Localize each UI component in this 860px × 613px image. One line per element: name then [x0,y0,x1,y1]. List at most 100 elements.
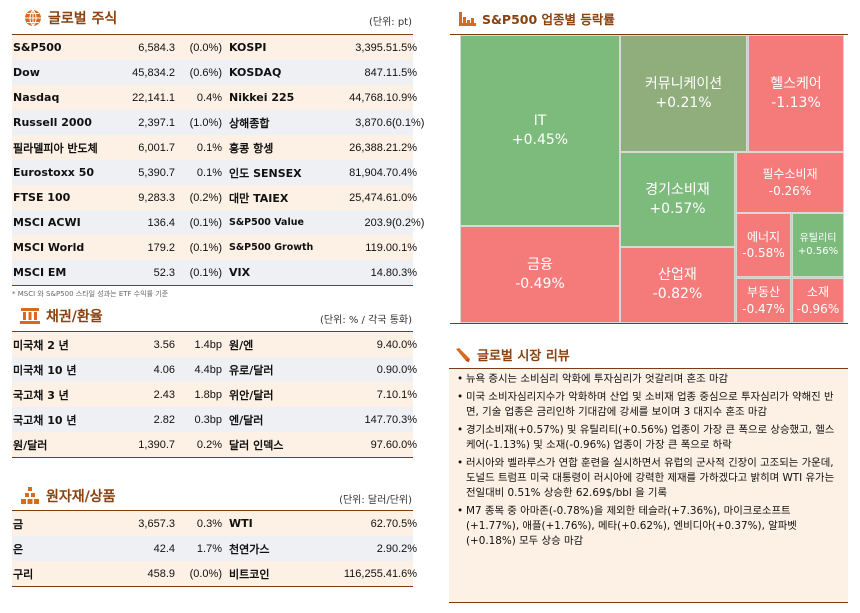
divider [450,323,848,324]
commodities-name-cell: 구리 [13,567,34,581]
commodities-value-cell: 3,657.3 [138,517,175,530]
commodities-header: 원자재/상품 [20,486,116,506]
equity-name-cell: 홍콩 항셍 [229,141,274,155]
equity-name-cell: Dow [13,66,40,79]
review-bullet: • 미국 소비자심리지수가 악화하며 산업 및 소비재 업종 중심으로 투자심리가… [457,390,842,420]
bonds-value-cell: 4.06 [153,363,175,376]
treemap-cell: 경기소비재 +0.57% [620,152,735,247]
treemap-cell: 헬스케어 -1.13% [748,35,844,152]
bonds-row: 미국채 2 년 3.56 1.4bp 원/엔 9.4 0.0% [12,332,417,357]
equity-name-cell: Nasdaq [13,91,60,104]
bonds-name-cell: 미국채 10 년 [13,363,77,377]
equity-row: Nasdaq 22,141.1 0.4% Nikkei 225 44,768.1 0.9% [12,85,418,110]
commodities-row: 은 42.4 1.7% 천연가스 2.9 0.2% [12,536,418,561]
equity-change-cell: (0.6%) [189,66,222,79]
equity-name-cell: FTSE 100 [13,191,71,204]
equity-row: FTSE 100 9,283.3 (0.2%) 대만 TAIEX 25,474.6 1.0… [12,185,417,210]
commodities-change-cell: 0.3% [196,517,222,530]
treemap-cell: 산업재 -0.82% [620,247,735,323]
bonds-name-cell: 유로/달러 [229,363,274,377]
equity-value-cell: 119.0 [365,241,392,254]
equity-value-cell: 22,141.1 [132,91,175,104]
treemap-cell: 금융 -0.49% [460,226,620,323]
bank-icon [20,308,40,324]
bonds-change-cell: 0.1% [392,388,418,401]
equity-value-cell: 44,768.1 [349,91,392,104]
sector-name: 소재 [806,285,830,300]
equity-value-cell: 6,001.7 [138,141,175,154]
bonds-unit: (단위: % / 각국 통화) [320,315,412,326]
equity-change-cell: (0.1%) [189,241,222,254]
sector-change: -0.58% [742,246,785,260]
review-text: 러시아와 벨라루스가 연합 훈련을 실시하면서 유럽의 군사적 긴장이 고조되는… [466,457,835,499]
equity-change-cell: 0.1% [196,141,222,154]
globe-icon [25,9,41,27]
bonds-change-cell: 4.4bp [194,363,222,376]
equity-name-cell: MSCI World [13,241,85,254]
sector-change: -1.13% [771,94,821,111]
sector-name: 산업재 [658,267,697,284]
equity-change-cell: 0.4% [392,166,418,179]
bonds-value-cell: 97.6 [370,438,392,451]
equity-note: * MSCI 와 S&P500 스타일 성과는 ETF 수익률 기준 [12,290,169,298]
equity-value-cell: 5,390.7 [138,166,175,179]
equity-value-cell: 3,870.6 [355,116,392,129]
equity-name-cell: Russell 2000 [13,116,92,129]
commodities-value-cell: 2.9 [376,542,392,555]
treemap-cell: 부동산 -0.47% [736,278,791,323]
bonds-value-cell: 1,390.7 [138,438,175,451]
bonds-name-cell: 국고채 10 년 [13,413,77,427]
treemap-header: S&P500 업종별 등락률 [459,9,615,28]
equity-change-cell: 0.1% [196,166,222,179]
sector-change: -0.96% [796,301,840,316]
sector-change: +0.21% [655,94,712,111]
equity-name-cell: Nikkei 225 [229,91,295,104]
bonds-name-cell: 국고채 3 년 [13,388,69,402]
divider [450,34,848,35]
bar-chart-icon [459,11,476,26]
commodities-change-cell: 1.7% [196,542,222,555]
commodities-change-cell: 1.6% [392,567,418,580]
treemap-cell: 에너지 -0.58% [736,213,791,277]
sector-name: 헬스케어 [770,75,822,92]
equity-name-cell: S&P500 Growth [229,242,314,253]
bonds-table: 미국채 2 년 3.56 1.4bp 원/엔 9.4 0.0% 미국채 10 년 4.06 4.… [12,331,418,458]
equity-name-cell: MSCI EM [13,266,67,279]
equity-row: MSCI EM 52.3 (0.1%) VIX 14.8 0.3% [12,260,418,285]
commodities-change-cell: 0.2% [392,542,418,555]
treemap-cell: 필수소비재 -0.26% [736,152,844,213]
bonds-name-cell: 달러 인덱스 [229,438,284,452]
sector-name: 금융 [527,256,553,273]
equity-change-cell: (0.1%) [392,116,425,129]
review-title: 글로벌 시장 리뷰 [477,349,570,364]
equity-value-cell: 179.2 [147,241,175,254]
commodities-change-cell: (0.0%) [189,567,222,580]
sector-name: 에너지 [746,229,781,244]
equity-value-cell: 25,474.6 [349,191,392,204]
equity-value-cell: 45,834.2 [132,66,175,79]
review-text: M7 종목 중 아마존(-0.78%)을 제외한 테슬라(+7.36%), 마이… [466,505,797,547]
commodities-value-cell: 116,255.4 [343,567,392,580]
bonds-change-cell: 1.4bp [194,338,222,351]
equity-change-cell: 0.9% [392,91,418,104]
equity-value-cell: 81,904.7 [349,166,392,179]
bonds-change-cell: 0.0% [392,438,418,451]
sector-change: -0.47% [742,301,785,316]
bonds-title: 채권/환율 [46,309,103,325]
equity-name-cell: KOSPI [229,41,267,54]
sector-name: 유틸리티 [799,232,837,244]
bonds-row: 국고채 10 년 2.82 0.3bp 엔/달러 147.7 0.3% [12,407,417,432]
equity-value-cell: 14.8 [370,266,392,279]
equity-value-cell: 6,584.3 [138,41,175,54]
equity-row: MSCI World 179.2 (0.1%) S&P500 Growth 119.0 0… [12,235,417,260]
review-bullet: • 뉴욕 증시는 소비심리 악화에 투자심리가 엇갈리며 혼조 마감 [457,373,729,385]
equity-value-cell: 847.1 [364,66,392,79]
review-bullet: • 러시아와 벨라루스가 연합 훈련을 실시하면서 유럽의 군사적 긴장이 고조되… [457,456,842,501]
equity-change-cell: 0.3% [392,266,418,279]
commodities-change-cell: 0.5% [392,517,418,530]
commodities-value-cell: 458.9 [147,567,175,580]
equity-change-cell: (0.2%) [189,191,222,204]
equity-row: Russell 2000 2,397.1 (1.0%) 상해종합 3,870.6 (0.1… [12,110,425,135]
bonds-row: 국고채 3 년 2.43 1.8bp 위안/달러 7.1 0.1% [12,382,418,407]
bonds-value-cell: 9.4 [376,338,392,351]
